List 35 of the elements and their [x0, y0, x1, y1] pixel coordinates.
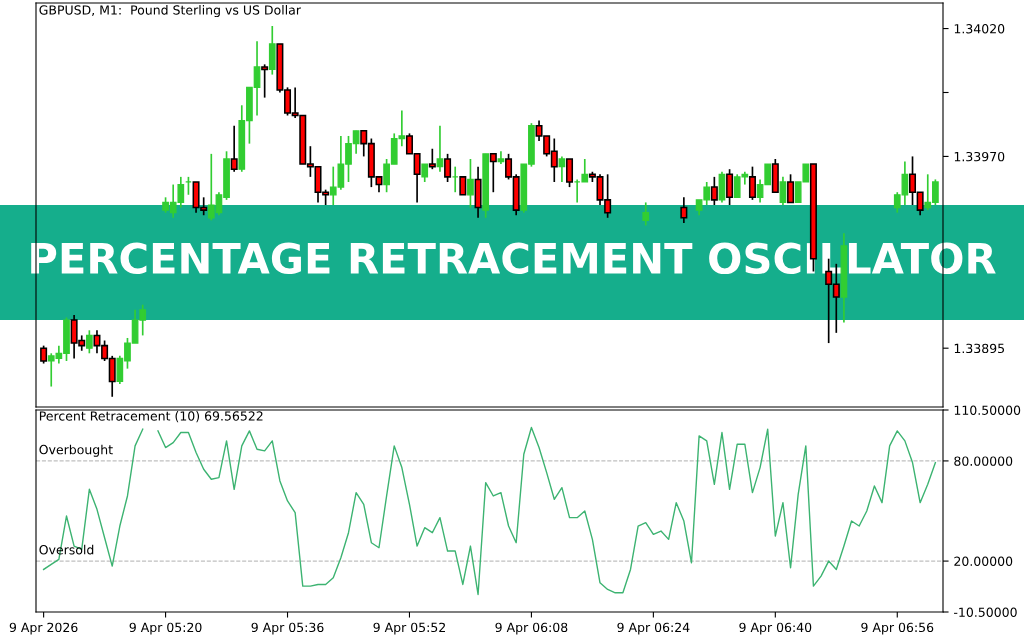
candlestick	[230, 124, 238, 173]
candlestick	[748, 165, 756, 201]
ref-line-label: Overbought	[39, 444, 113, 457]
candlestick	[566, 158, 574, 188]
candlestick	[680, 196, 688, 224]
candlestick	[726, 168, 734, 206]
x-tick-label: 9 Apr 06:56	[861, 622, 934, 635]
candlestick	[642, 201, 650, 227]
candlestick	[489, 153, 497, 194]
y-tick-label: 1.34020	[954, 24, 1005, 34]
candlestick	[710, 176, 718, 206]
y-tick-label: 1.33970	[954, 151, 1005, 162]
candlestick	[558, 155, 566, 183]
x-tick-label: 9 Apr 06:40	[739, 622, 812, 635]
x-tick-label: 9 Apr 06:08	[495, 622, 568, 635]
candlestick	[436, 124, 444, 173]
candlestick	[779, 176, 787, 206]
x-tick-label: 9 Apr 2026	[9, 622, 78, 635]
candlestick	[261, 63, 269, 99]
candlestick	[467, 158, 474, 209]
candlestick	[428, 147, 436, 171]
candlestick	[85, 329, 93, 355]
chart-subtitle: GBPUSD, M1: Pound Sterling vs US Dollar	[39, 5, 301, 18]
chart-title: Percent Retracement (10) 69.56522	[39, 411, 263, 423]
y-tick-label: -10.50000	[954, 607, 1017, 617]
x-tick-label: 9 Apr 05:52	[373, 622, 445, 635]
y-tick-label: 1.33895	[954, 343, 1005, 354]
x-tick-label: 9 Apr 06:24	[617, 622, 690, 635]
y-tick-label: 80.00000	[954, 456, 1013, 466]
candlestick	[444, 153, 452, 183]
candlestick	[787, 173, 795, 204]
x-tick-label: 9 Apr 05:20	[129, 622, 202, 635]
y-tick-label: 110.50000	[954, 405, 1021, 415]
x-tick-label: 9 Apr 05:36	[251, 622, 324, 635]
y-tick-label: 20.00000	[954, 556, 1013, 567]
